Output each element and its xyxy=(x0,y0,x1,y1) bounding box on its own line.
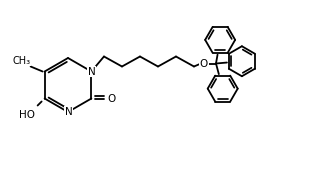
Text: O: O xyxy=(200,58,208,68)
Text: HO: HO xyxy=(19,110,35,120)
Text: N: N xyxy=(87,66,95,77)
Text: O: O xyxy=(107,93,116,103)
Text: N: N xyxy=(65,107,72,117)
Text: CH₃: CH₃ xyxy=(12,56,31,65)
